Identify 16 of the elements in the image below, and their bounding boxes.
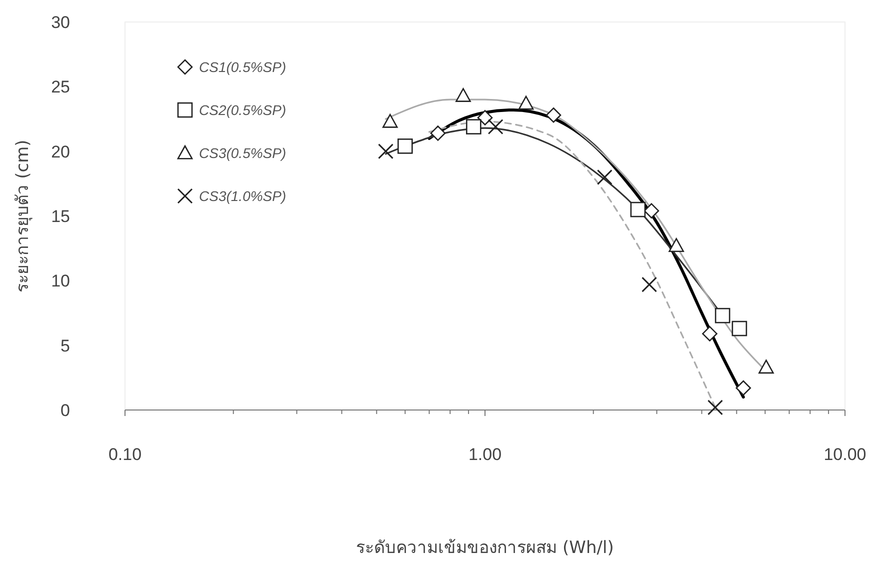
legend-label: CS2(0.5%SP) bbox=[199, 102, 286, 118]
y-tick-label: 0 bbox=[60, 401, 70, 420]
x-tick-label: 1.00 bbox=[468, 445, 502, 464]
y-axis-title: ระยะการยุบตัว (cm) bbox=[13, 140, 33, 292]
x-axis-title: ระดับความเข้มของการผสม (Wh/l) bbox=[356, 538, 614, 558]
x-tick-label: 10.00 bbox=[824, 445, 866, 464]
y-tick-label: 25 bbox=[51, 78, 70, 97]
y-tick-label: 10 bbox=[51, 272, 70, 291]
y-tick-label: 30 bbox=[51, 13, 70, 32]
x-tick-label: 0.10 bbox=[108, 445, 142, 464]
y-tick-label: 5 bbox=[60, 336, 70, 356]
y-tick-label: 20 bbox=[51, 142, 70, 162]
legend-label: CS1(0.5%SP) bbox=[199, 59, 286, 75]
legend-label: CS3(0.5%SP) bbox=[199, 145, 286, 161]
y-tick-label: 15 bbox=[51, 207, 70, 226]
legend-label: CS3(1.0%SP) bbox=[199, 188, 286, 204]
